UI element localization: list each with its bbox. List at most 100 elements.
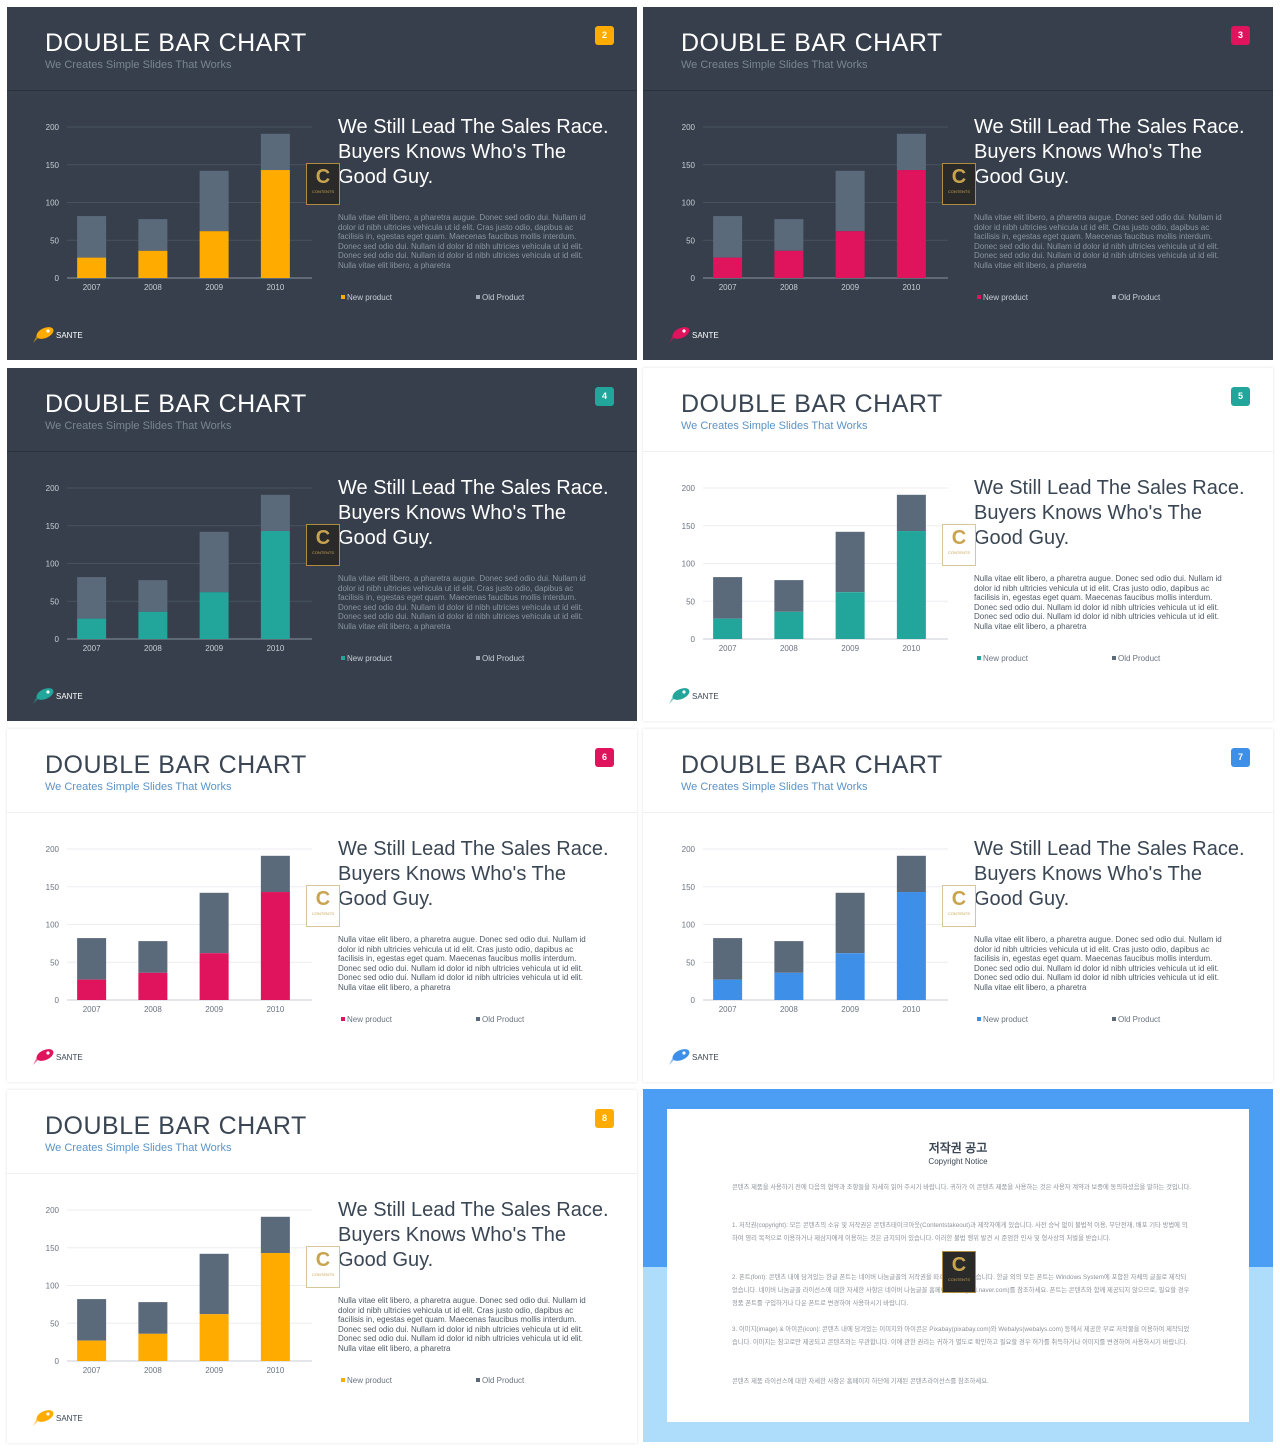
slide[interactable]: DOUBLE BAR CHART We Creates Simple Slide…: [643, 7, 1273, 360]
x-tick-label: 2009: [205, 644, 223, 653]
headline-line: We Still Lead The Sales Race.: [974, 116, 1245, 138]
y-tick-label: 0: [691, 635, 696, 644]
slide-subtitle: We Creates Simple Slides That Works: [45, 1142, 232, 1154]
legend-old-product: Old Product: [1112, 1015, 1160, 1024]
slide[interactable]: DOUBLE BAR CHART We Creates Simple Slide…: [643, 368, 1273, 721]
brand-logo: SANTE: [31, 686, 83, 704]
legend-label: New product: [983, 293, 1028, 302]
bar-old-product: [713, 577, 743, 619]
bar-old-product: [260, 1216, 290, 1254]
x-tick-label: 2009: [205, 1366, 223, 1375]
slide[interactable]: DOUBLE BAR CHART We Creates Simple Slide…: [643, 729, 1273, 1082]
double-bar-chart: 0 50 100 150 200 2007 2008 2009 2010: [682, 123, 948, 292]
legend-label: New product: [347, 1015, 392, 1024]
legend-new-product: New product: [341, 1015, 392, 1024]
contents-watermark: C CONTENTS: [942, 1251, 976, 1293]
headline-line: Buyers Knows Who's The: [338, 1224, 566, 1246]
y-tick-label: 200: [46, 845, 60, 854]
bar-new-product: [713, 618, 743, 639]
bar-old-product: [260, 855, 290, 893]
slide-subtitle: We Creates Simple Slides That Works: [45, 781, 232, 793]
bar-old-product: [199, 1253, 229, 1315]
watermark-mark: C: [315, 888, 331, 910]
header-divider: [7, 812, 637, 813]
y-tick-label: 50: [686, 958, 695, 967]
y-tick-label: 0: [55, 1357, 60, 1366]
watermark-mark: C: [315, 1249, 331, 1271]
legend-old-product: Old Product: [1112, 293, 1160, 302]
bar-new-product: [896, 531, 926, 639]
bar-new-product: [713, 979, 743, 1000]
watermark-text: CONTENTS: [948, 189, 970, 194]
legend-label: New product: [347, 654, 392, 663]
watermark-text: CONTENTS: [312, 189, 334, 194]
contents-watermark: C CONTENTS: [306, 885, 340, 927]
legend-label: New product: [983, 1015, 1028, 1024]
y-tick-label: 50: [50, 597, 59, 606]
slide[interactable]: DOUBLE BAR CHART We Creates Simple Slide…: [7, 368, 637, 721]
slide[interactable]: DOUBLE BAR CHART We Creates Simple Slide…: [7, 729, 637, 1082]
y-tick-label: 0: [55, 635, 60, 644]
x-tick-label: 2010: [902, 283, 920, 292]
copyright-paragraph: 콘텐츠 제품 라이선스에 대한 자세한 사항은 홈페이지 하단에 기재된 콘텐츠…: [732, 1378, 989, 1385]
legend-new-product: New product: [341, 1376, 392, 1385]
contents-watermark: C CONTENTS: [306, 163, 340, 205]
slide-number-badge: 4: [595, 387, 614, 406]
bar-new-product: [77, 618, 107, 639]
headline: We Still Lead The Sales Race. Buyers Kno…: [974, 476, 1245, 551]
bar-new-product: [774, 250, 804, 278]
body-text: Nulla vitae elit libero, a pharetra augu…: [338, 1296, 586, 1353]
x-tick-label: 2008: [144, 1005, 162, 1014]
x-tick-label: 2010: [902, 644, 920, 653]
y-tick-label: 200: [46, 484, 60, 493]
slide[interactable]: DOUBLE BAR CHART We Creates Simple Slide…: [7, 7, 637, 360]
headline: We Still Lead The Sales Race. Buyers Kno…: [338, 115, 609, 190]
body-text: Nulla vitae elit libero, a pharetra augu…: [338, 213, 586, 270]
bar-old-product: [199, 170, 229, 232]
copyright-paragraph: 콘텐츠 제품을 사용하기 전에 다음의 협약과 조항들을 자세히 읽어 주시기 …: [732, 1184, 1192, 1191]
headline: We Still Lead The Sales Race. Buyers Kno…: [338, 837, 609, 912]
bar-old-product: [260, 133, 290, 171]
headline-line: We Still Lead The Sales Race.: [338, 116, 609, 138]
rocket-icon: [33, 1410, 54, 1426]
y-tick-label: 100: [682, 199, 696, 208]
watermark-mark: C: [951, 1254, 967, 1276]
brand-logo: SANTE: [31, 325, 83, 343]
headline-line: We Still Lead The Sales Race.: [338, 1199, 609, 1221]
x-tick-label: 2010: [266, 644, 284, 653]
bar-new-product: [199, 231, 229, 278]
bar-old-product: [260, 494, 290, 532]
y-tick-label: 100: [46, 1282, 60, 1291]
double-bar-chart: 0 50 100 150 200 2007 2008 2009 2010: [682, 484, 948, 653]
slide-number-badge: 6: [595, 748, 614, 767]
rocket-icon: [669, 327, 690, 343]
slide-subtitle: We Creates Simple Slides That Works: [681, 59, 868, 71]
slide[interactable]: DOUBLE BAR CHART We Creates Simple Slide…: [7, 1090, 637, 1443]
headline: We Still Lead The Sales Race. Buyers Kno…: [338, 476, 609, 551]
double-bar-chart: 0 50 100 150 200 2007 2008 2009 2010: [682, 845, 948, 1014]
header-divider: [643, 451, 1273, 452]
x-tick-label: 2009: [841, 283, 859, 292]
y-tick-label: 100: [682, 921, 696, 930]
body-text: Nulla vitae elit libero, a pharetra augu…: [338, 574, 586, 631]
bar-new-product: [77, 979, 107, 1000]
bar-old-product: [77, 1299, 107, 1341]
bar-new-product: [835, 592, 865, 639]
bar-new-product: [138, 972, 168, 1000]
slide-title: DOUBLE BAR CHART: [45, 29, 307, 57]
brand-name: SANTE: [692, 331, 719, 340]
slide-number-badge: 7: [1231, 748, 1250, 767]
slide-title: DOUBLE BAR CHART: [45, 390, 307, 418]
slide-title: DOUBLE BAR CHART: [681, 390, 943, 418]
copyright-paragraph: 3. 이미지(image) & 아이콘(icon): 콘텐츠 내에 담겨있는 이…: [732, 1326, 1190, 1346]
legend-swatch: [476, 295, 480, 299]
legend-label: Old Product: [1118, 1015, 1161, 1024]
bar-new-product: [835, 231, 865, 278]
headline: We Still Lead The Sales Race. Buyers Kno…: [974, 837, 1245, 912]
headline-line: Good Guy.: [974, 888, 1070, 910]
bar-old-product: [774, 219, 804, 251]
legend-label: Old Product: [1118, 293, 1161, 302]
watermark-text: CONTENTS: [948, 550, 970, 555]
header-divider: [7, 451, 637, 452]
y-tick-label: 0: [691, 996, 696, 1005]
